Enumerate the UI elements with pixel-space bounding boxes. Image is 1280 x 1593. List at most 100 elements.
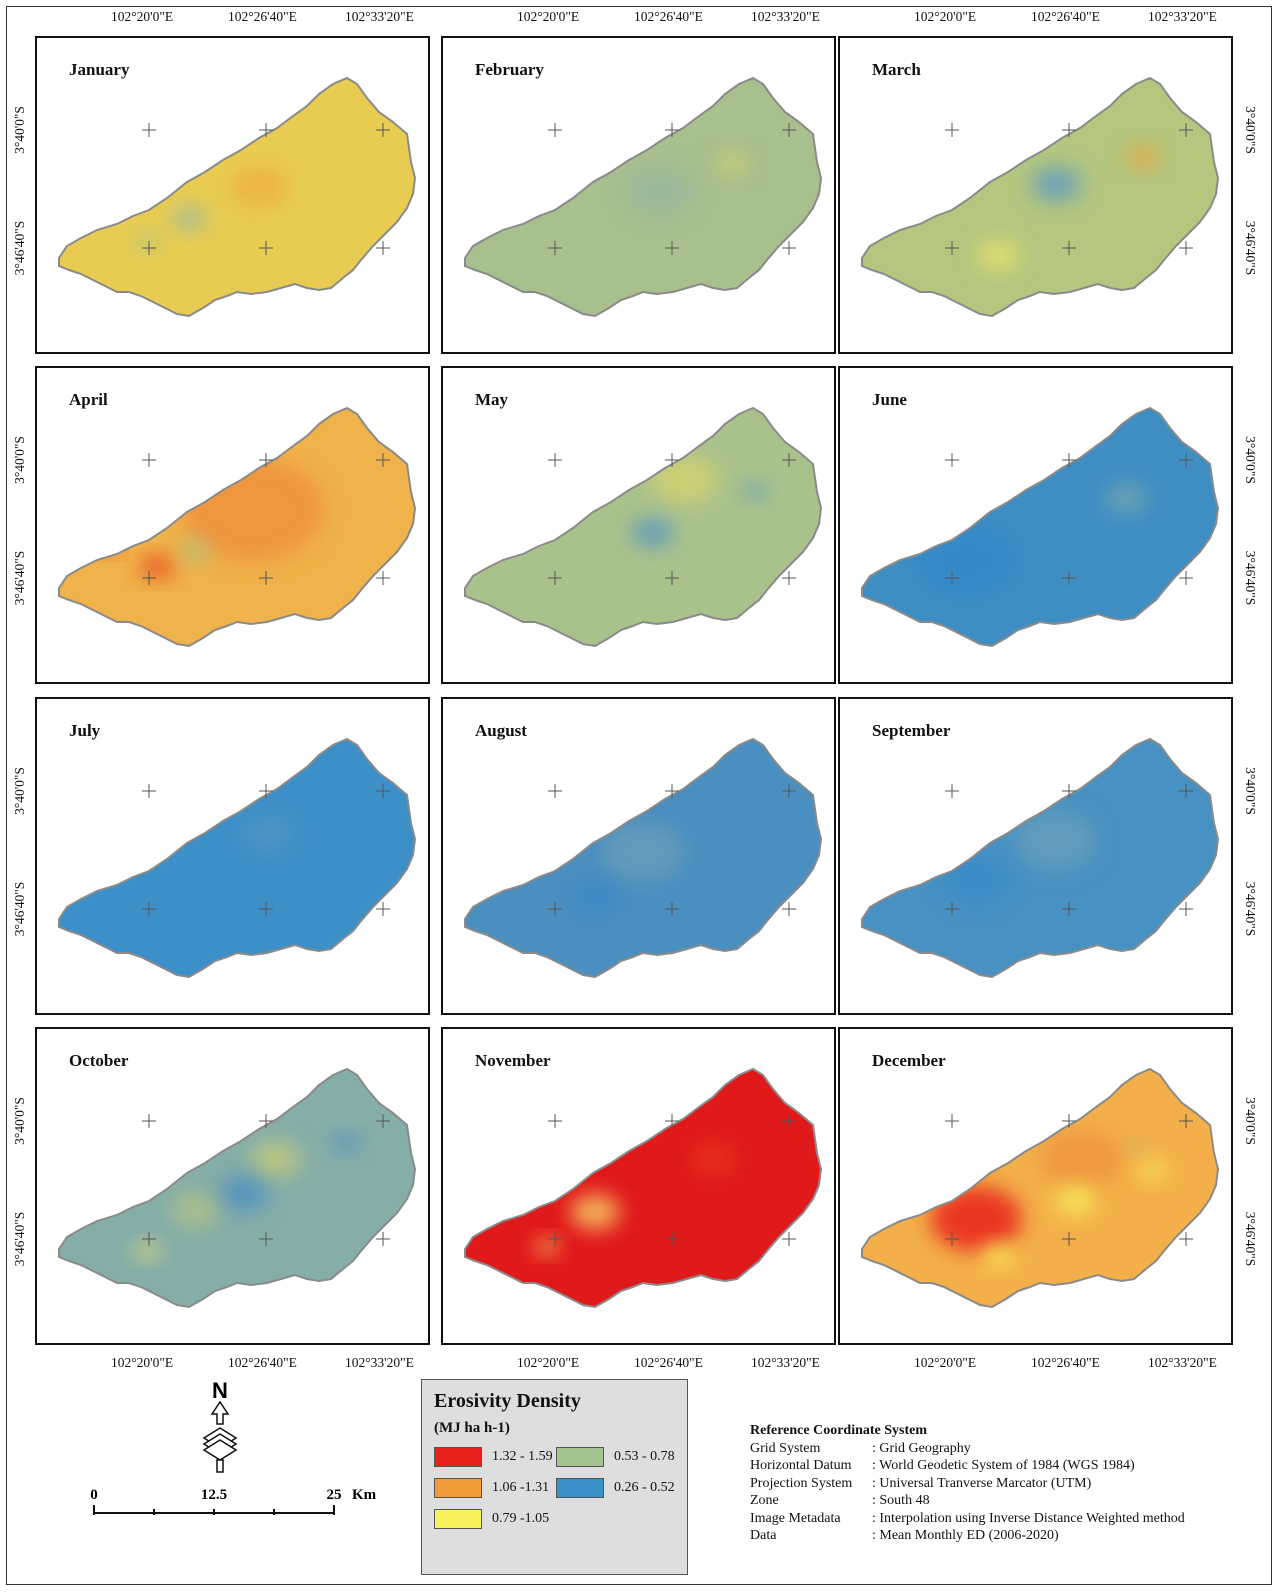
legend-label: 0.53 - 0.78: [614, 1449, 675, 1464]
legend-unit: (MJ ha h-1): [434, 1420, 510, 1436]
watershed-map: [58, 1067, 417, 1309]
graticule-cross: [945, 784, 959, 798]
longitude-label: 102°20'0"E: [914, 9, 977, 24]
graticule-cross: [259, 123, 273, 137]
north-arrow: N: [190, 1378, 250, 1485]
watershed-map: [861, 737, 1220, 979]
legend-box: Erosivity Density (MJ ha h-1) 1.32 - 1.5…: [421, 1379, 688, 1575]
longitude-label: 102°26'40"E: [228, 1355, 297, 1370]
latitude-label: 3°40'0"S: [1243, 767, 1258, 815]
north-label: N: [212, 1380, 228, 1403]
legend-item-class-2: 1.06 -1.31: [434, 1478, 549, 1498]
graticule-cross: [945, 453, 959, 467]
watershed-map: [58, 76, 417, 318]
month-label: May: [475, 390, 509, 409]
erosivity-zone: [230, 165, 289, 208]
graticule-cross: [142, 784, 156, 798]
latitude-label: 3°46'40"S: [12, 881, 27, 937]
graticule-cross: [1179, 784, 1193, 798]
watershed-boundary: [861, 406, 1220, 648]
watershed-map: [861, 76, 1220, 318]
watershed-map: [861, 406, 1220, 648]
erosivity-surface: [59, 739, 415, 977]
erosivity-zone: [172, 206, 206, 231]
map-panel-april: April: [35, 366, 430, 684]
month-label: September: [872, 721, 951, 740]
erosivity-zone: [1054, 1185, 1096, 1216]
watershed-boundary: [464, 76, 823, 318]
watershed-map: [58, 406, 417, 648]
graticule-cross: [548, 453, 562, 467]
figure-frame: [6, 6, 1272, 1585]
erosivity-zone: [570, 1193, 620, 1230]
erosivity-zone: [534, 1237, 560, 1256]
graticule-cross: [1179, 1232, 1193, 1246]
erosivity-zone: [742, 482, 768, 501]
longitude-label: 102°33'20"E: [1148, 1355, 1217, 1370]
graticule-cross: [945, 571, 959, 585]
watershed-map: [464, 737, 823, 979]
reference-key: Image Metadata: [750, 1510, 841, 1526]
map-panel-october: October: [35, 1027, 430, 1345]
erosivity-zone: [140, 555, 174, 579]
reference-title: Reference Coordinate System: [750, 1423, 928, 1438]
longitude-label: 102°33'20"E: [751, 9, 820, 24]
erosivity-zone: [625, 167, 693, 215]
scale-label-max: 25: [327, 1487, 342, 1503]
graticule-cross: [1062, 453, 1076, 467]
legend-item-class-4: 0.53 - 0.78: [556, 1447, 675, 1467]
latitude-label: 3°40'0"S: [12, 1097, 27, 1145]
graticule-cross: [1062, 571, 1076, 585]
graticule-cross: [782, 453, 796, 467]
longitude-label: 102°20'0"E: [517, 1355, 580, 1370]
reference-value: : South 48: [872, 1493, 930, 1508]
graticule-cross: [665, 1232, 679, 1246]
longitude-label: 102°26'40"E: [634, 1355, 703, 1370]
graticule-cross: [259, 1232, 273, 1246]
latitude-label: 3°46'40"S: [1243, 220, 1258, 276]
graticule-cross: [548, 1114, 562, 1128]
graticule-cross: [376, 902, 390, 916]
latitude-label: 3°40'0"S: [1243, 1097, 1258, 1145]
month-label: August: [475, 721, 527, 740]
erosivity-zone: [178, 538, 213, 563]
latitude-label: 3°46'40"S: [12, 220, 27, 276]
reference-key: Projection System: [750, 1475, 853, 1491]
graticule-cross: [548, 571, 562, 585]
graticule-cross: [1179, 241, 1193, 255]
watershed-boundary: [58, 76, 417, 318]
month-label: January: [69, 60, 130, 79]
graticule-cross: [665, 453, 679, 467]
longitude-label: 102°20'0"E: [111, 9, 174, 24]
graticule-cross: [548, 902, 562, 916]
legend-swatch: [556, 1447, 604, 1467]
graticule-cross: [1179, 1114, 1193, 1128]
reference-row: Data: Mean Monthly ED (2006-2020): [750, 1527, 1185, 1545]
map-panel-august: August: [441, 697, 836, 1015]
graticule-cross: [782, 123, 796, 137]
graticule-cross: [142, 571, 156, 585]
reference-row: Zone: South 48: [750, 1492, 1185, 1510]
map-panel-july: July: [35, 697, 430, 1015]
graticule-cross: [782, 1232, 796, 1246]
graticule-cross: [548, 123, 562, 137]
watershed-boundary: [861, 737, 1220, 979]
graticule-cross: [782, 571, 796, 585]
graticule-cross: [259, 241, 273, 255]
longitude-label: 102°20'0"E: [914, 1355, 977, 1370]
erosivity-zone: [250, 1141, 301, 1177]
erosivity-zone: [1014, 810, 1098, 871]
watershed-boundary: [464, 737, 823, 979]
reference-key: Horizontal Datum: [750, 1458, 852, 1473]
erosivity-zone: [688, 1141, 739, 1177]
graticule-cross: [142, 1232, 156, 1246]
graticule-cross: [376, 123, 390, 137]
longitude-label: 102°33'20"E: [345, 1355, 414, 1370]
reference-value: : Grid Geography: [872, 1440, 971, 1456]
scale-label-0: 0: [90, 1487, 98, 1503]
longitude-label: 102°26'40"E: [1031, 9, 1100, 24]
legend-label: 0.79 -1.05: [492, 1511, 550, 1526]
erosivity-zone: [715, 151, 750, 176]
graticule-cross: [945, 902, 959, 916]
map-panel-november: November: [441, 1027, 836, 1345]
